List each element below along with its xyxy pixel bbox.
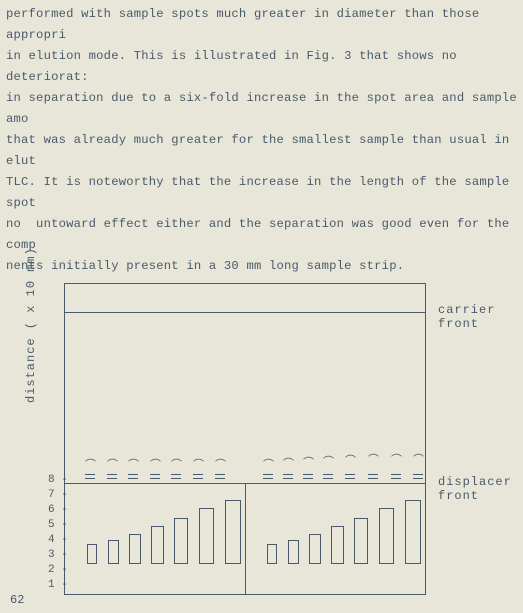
spot-dash: [107, 474, 117, 475]
spot-dash: [345, 474, 355, 475]
plot-frame: ⌒ ⌒ ⌒ ⌒ ⌒ ⌒ ⌒ ⌒ ⌒ ⌒ ⌒ ⌒ ⌒ ⌒ ⌒: [64, 283, 426, 595]
spot-arc: ⌒: [345, 452, 356, 468]
spot-dash: [215, 474, 225, 475]
spot-dash: [263, 474, 273, 475]
spot-dash: [303, 474, 313, 475]
sample-bar: [225, 500, 241, 564]
sample-bar: [379, 508, 394, 564]
spot-arc: ⌒: [283, 455, 294, 471]
spot-dash: [193, 474, 203, 475]
spot-arc: ⌒: [85, 456, 96, 472]
spot-arc: ⌒: [263, 456, 274, 472]
y-axis-label: distance ( x 10 mm): [24, 247, 38, 403]
separated-spots: ⌒ ⌒ ⌒ ⌒ ⌒ ⌒ ⌒ ⌒ ⌒ ⌒ ⌒ ⌒ ⌒ ⌒ ⌒: [65, 452, 425, 484]
spot-dash: [150, 478, 160, 479]
sample-bar: [174, 518, 188, 564]
spot-arc: ⌒: [107, 456, 118, 472]
page-number: 62: [10, 593, 24, 607]
spot-arc: ⌒: [413, 451, 424, 467]
spot-dash: [193, 478, 203, 479]
sample-bar: [108, 540, 119, 564]
figure-3: distance ( x 10 mm) 8 -7 -6 -5 -4 -3 -2 …: [60, 283, 430, 613]
spot-dash: [215, 478, 225, 479]
sample-bar: [87, 544, 97, 564]
spot-dash: [413, 474, 423, 475]
sample-bar: [199, 508, 214, 564]
spot-dash: [107, 478, 117, 479]
carrier-front-line: [65, 312, 425, 313]
sample-bar: [151, 526, 164, 564]
spot-dash: [283, 474, 293, 475]
spot-arc: ⌒: [128, 456, 139, 472]
spot-dash: [368, 474, 378, 475]
sample-bar: [309, 534, 321, 564]
spot-dash: [323, 478, 333, 479]
carrier-front-label: carrier front: [438, 303, 495, 331]
spot-dash: [128, 478, 138, 479]
spot-dash: [171, 478, 181, 479]
spot-dash: [263, 478, 273, 479]
spot-arc: ⌒: [391, 451, 402, 467]
spot-dash: [391, 474, 401, 475]
spot-dash: [283, 478, 293, 479]
spot-dash: [413, 478, 423, 479]
spot-dash: [85, 474, 95, 475]
spot-dash: [323, 474, 333, 475]
spot-dash: [391, 478, 401, 479]
spot-arc: ⌒: [323, 453, 334, 469]
spot-arc: ⌒: [303, 454, 314, 470]
body-paragraph: performed with sample spots much greater…: [0, 4, 523, 277]
sample-bar: [354, 518, 368, 564]
spot-dash: [150, 474, 160, 475]
spot-arc: ⌒: [215, 456, 226, 472]
spot-dash: [303, 478, 313, 479]
sample-bars: [65, 484, 425, 594]
spot-arc: ⌒: [150, 456, 161, 472]
spot-dash: [171, 474, 181, 475]
sample-bar: [129, 534, 141, 564]
spot-dash: [85, 478, 95, 479]
spot-dash: [128, 474, 138, 475]
sample-bar: [267, 544, 277, 564]
spot-arc: ⌒: [171, 456, 182, 472]
spot-arc: ⌒: [193, 456, 204, 472]
displacer-front-label: displacer front: [438, 475, 512, 503]
sample-bar: [331, 526, 344, 564]
sample-bar: [288, 540, 299, 564]
spot-dash: [345, 478, 355, 479]
spot-arc: ⌒: [368, 451, 379, 467]
sample-bar: [405, 500, 421, 564]
spot-dash: [368, 478, 378, 479]
